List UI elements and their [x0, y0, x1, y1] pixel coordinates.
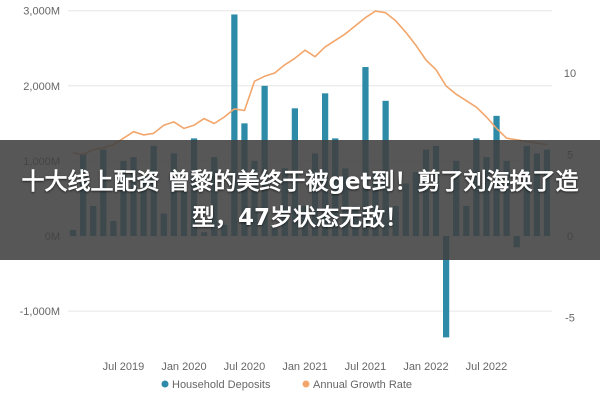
x-tick-label: Jan 2022	[403, 361, 448, 373]
growth-rate-line	[72, 10, 548, 156]
legend-marker-deposits	[161, 380, 169, 388]
x-tick-label: Jul 2020	[224, 361, 266, 373]
legend-label-deposits: Household Deposits	[172, 379, 271, 391]
left-tick-label: 3,000M	[23, 6, 60, 18]
left-tick-label: -1,000M	[20, 306, 60, 318]
right-tick-label: -5	[565, 313, 575, 325]
headline-text: 十大线上配资 曾黎的美终于被get到！剪了刘海换了造型，47岁状态无敌！	[21, 169, 579, 231]
legend-label-growth: Annual Growth Rate	[313, 379, 412, 391]
x-tick-label: Jul 2021	[345, 361, 387, 373]
growth-rate-polyline	[72, 10, 548, 156]
x-tick-label: Jul 2022	[466, 361, 508, 373]
right-tick-label: 10	[564, 68, 576, 80]
deposit-bar	[231, 14, 238, 236]
x-tick-label: Jan 2021	[282, 361, 327, 373]
headline-banner: 十大线上配资 曾黎的美终于被get到！剪了刘海换了造型，47岁状态无敌！	[0, 140, 600, 260]
legend: Household Deposits Annual Growth Rate	[161, 379, 412, 391]
x-axis-ticks: Jul 2019 Jan 2020 Jul 2020 Jan 2021 Jul 2021…	[103, 361, 508, 373]
left-tick-label: 2,000M	[23, 81, 60, 93]
x-tick-label: Jan 2020	[161, 361, 206, 373]
x-tick-label: Jul 2019	[103, 361, 145, 373]
deposit-bar	[442, 236, 450, 338]
legend-marker-growth	[302, 380, 310, 388]
